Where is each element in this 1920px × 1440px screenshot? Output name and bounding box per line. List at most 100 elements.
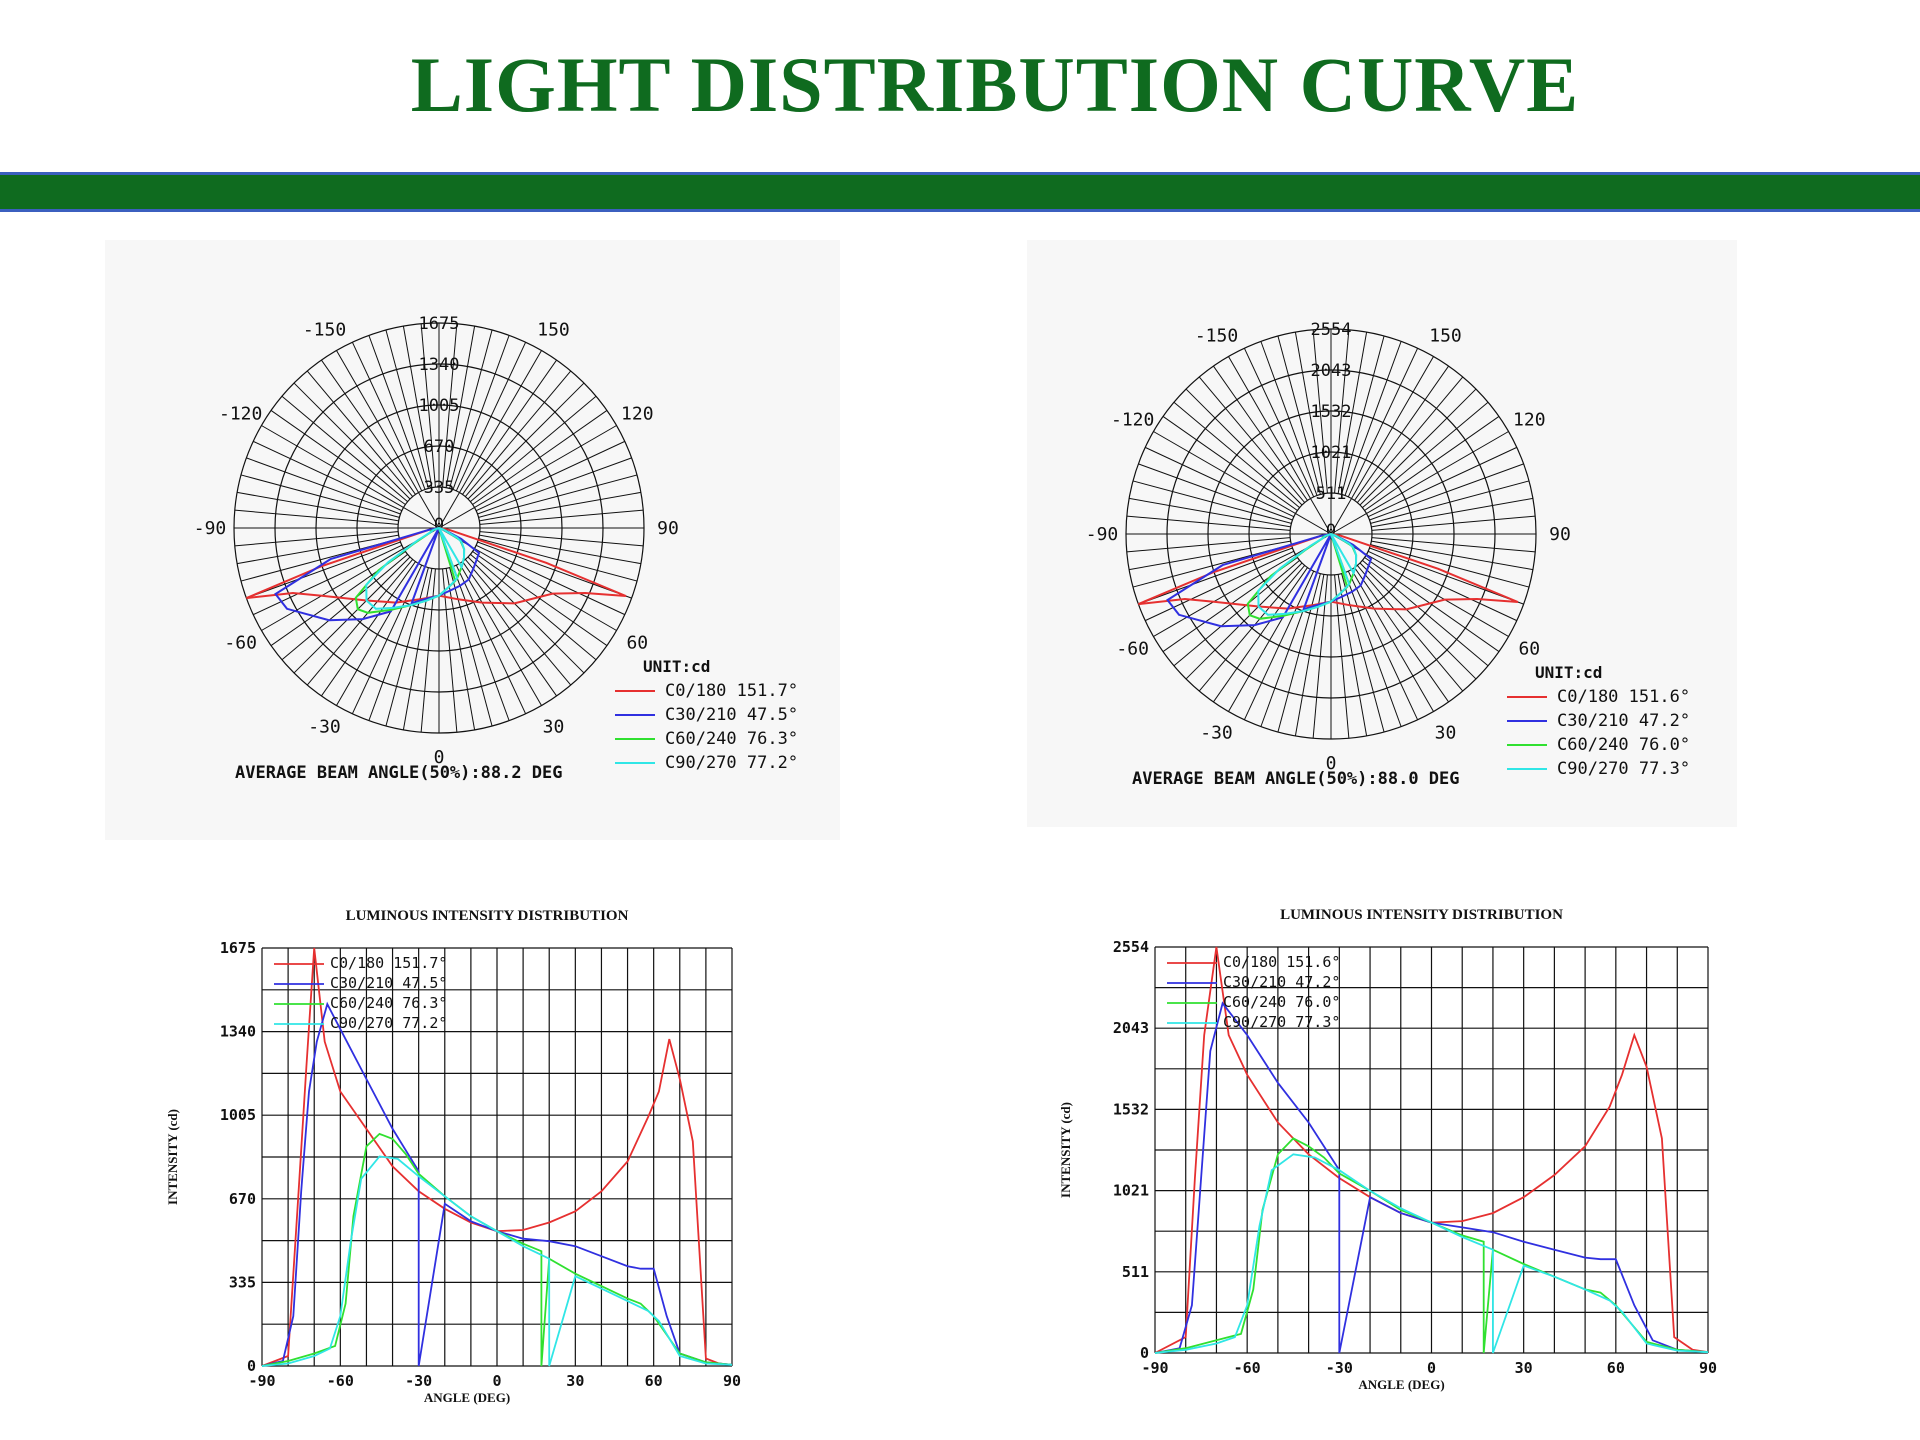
angle-label: -90 [194,518,227,539]
polar-spoke [1356,565,1464,692]
polar-spoke [1185,562,1303,680]
polar-spoke [246,541,401,599]
polar-spoke [1359,388,1477,506]
polar-spoke [1243,570,1315,721]
x-tick-label: 90 [723,1372,741,1390]
polar-spoke [306,559,414,686]
polar-spoke [368,335,426,490]
y-tick-label: 670 [229,1190,256,1208]
polar-spoke [385,567,429,727]
polar-spoke [445,326,476,488]
x-axis-label: ANGLE (DEG) [1358,1377,1444,1392]
series-line-4 [1154,1153,1709,1354]
center-label: 0 [434,515,444,535]
series-line-1 [1154,946,1709,1354]
y-tick-label: 1005 [220,1106,256,1124]
polar-spoke [449,567,493,727]
polar-spoke [478,474,638,518]
polar-spoke [455,564,527,715]
average-beam-angle: AVERAGE BEAM ANGLE(50%):88.2 DEG [235,763,563,783]
polar-spoke [438,350,542,529]
polar-spoke [351,564,423,715]
legend-item: C90/270 77.2° [330,1014,447,1032]
series-line-4 [261,1155,733,1367]
angle-label: 120 [621,404,654,425]
polar-spoke [1356,376,1464,503]
polar-spoke [445,568,476,730]
radial-tick-label: 1340 [419,355,460,375]
polar-spoke [420,323,436,488]
polar-spoke [1144,446,1295,518]
radial-tick-label: 1675 [419,314,460,334]
legend-item: C0/180 151.6° [1223,953,1340,971]
legend-item: C60/240 76.3° [330,994,447,1012]
x-tick-label: -90 [1141,1359,1168,1377]
angle-label: 0 [434,747,445,768]
legend-item: C0/180 151.6° [1557,687,1690,707]
angle-label: 60 [1518,639,1540,660]
angle-label: 150 [1429,326,1462,347]
x-tick-label: 30 [566,1372,584,1390]
polar-spoke [477,457,632,515]
polar-spoke [467,382,585,500]
polar-spoke [1354,365,1449,501]
polar-spoke [1173,401,1300,509]
polar-spoke [452,566,510,721]
polar-spoke [293,556,411,674]
angle-label: -60 [1116,639,1149,660]
legend-item: C0/180 151.7° [330,954,447,972]
polar-spoke [1359,562,1477,680]
legend-item: C30/210 47.2° [1223,973,1340,991]
polar-spoke [438,425,617,529]
y-tick-label: 1532 [1113,1100,1149,1118]
radial-tick-label: 335 [424,478,455,498]
polar-spoke [479,534,641,565]
legend-item: C30/210 47.2° [1557,711,1690,731]
polar-spoke [1354,567,1449,703]
angle-label: -120 [1111,410,1154,431]
radial-tick-label: 670 [424,437,455,457]
polar-spoke [1364,557,1500,652]
polar-spoke [234,509,399,525]
y-axis-label: INTENSITY (cd) [1058,1102,1073,1198]
polar-spoke [1341,335,1385,495]
polar-spoke [252,544,403,616]
polar-spoke [1213,567,1308,703]
polar-spoke [1362,559,1489,667]
y-tick-label: 511 [1122,1263,1149,1281]
polar-spoke [321,359,416,495]
y-tick-label: 2043 [1113,1019,1149,1037]
polar-spoke [237,491,399,522]
y-tick-label: 0 [1140,1344,1149,1362]
polar-chart-panel-1: 335 670 1005 1340 1675 0 -150 150 -120 120 -90 90 -6… [105,240,840,840]
polar-spoke [1153,431,1332,535]
polar-spoke [1330,431,1509,535]
angle-label: 90 [657,518,679,539]
radial-tick-label: 2554 [1311,320,1352,340]
polar-spoke [293,382,411,500]
series-line-2 [1154,1001,1709,1354]
polar-spoke [321,561,416,697]
angle-label: 30 [1435,722,1457,743]
line-chart-2: LUMINOUS INTENSITY DISTRIBUTION 0 511 1021 1… [1058,907,1717,1392]
polar-spoke [1153,533,1332,637]
center-label: 0 [1326,521,1336,541]
y-tick-label: 1021 [1113,1182,1149,1200]
legend-item: C0/180 151.7° [665,681,798,701]
polar-spoke [455,341,527,492]
angle-label: 150 [537,320,570,341]
polar-spoke [385,329,429,489]
polar-spoke [1362,401,1489,509]
polar-spoke [1277,335,1321,495]
polar-spoke [1185,388,1303,506]
polar-spoke [1198,376,1306,503]
polar-spoke [475,544,626,616]
angle-label: 30 [543,716,565,737]
x-tick-label: -60 [1234,1359,1261,1377]
angle-label: 60 [626,633,648,654]
polar-spoke [1312,329,1328,494]
polar-spoke [1198,565,1306,692]
angle-label: 90 [1549,524,1571,545]
angle-label: -150 [303,320,346,341]
polar-spoke [336,350,440,529]
